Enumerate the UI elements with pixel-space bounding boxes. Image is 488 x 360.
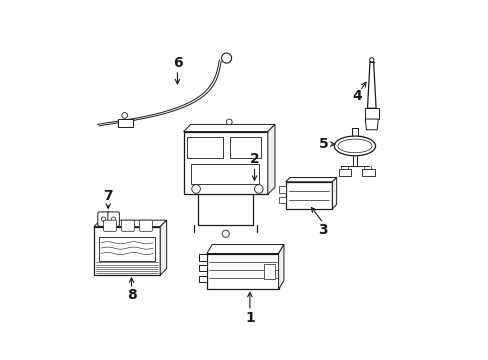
Polygon shape	[267, 125, 274, 194]
FancyBboxPatch shape	[103, 220, 116, 231]
Polygon shape	[94, 220, 166, 226]
Polygon shape	[332, 177, 336, 209]
Polygon shape	[183, 125, 274, 132]
Text: 4: 4	[352, 89, 362, 103]
FancyBboxPatch shape	[121, 220, 134, 231]
Bar	[187, 137, 223, 158]
Circle shape	[254, 185, 263, 193]
Circle shape	[226, 119, 232, 125]
Circle shape	[222, 230, 229, 237]
FancyBboxPatch shape	[108, 212, 119, 226]
Bar	[264, 264, 274, 279]
FancyBboxPatch shape	[98, 212, 109, 226]
Circle shape	[369, 58, 373, 62]
Bar	[199, 254, 206, 261]
Bar	[199, 265, 206, 271]
Text: 6: 6	[172, 56, 182, 70]
Bar	[199, 276, 206, 282]
Text: 3: 3	[318, 223, 327, 237]
Polygon shape	[206, 244, 284, 253]
Text: 2: 2	[249, 152, 259, 166]
Polygon shape	[278, 244, 284, 289]
Circle shape	[101, 217, 105, 221]
Circle shape	[191, 185, 200, 193]
Text: 8: 8	[126, 288, 136, 302]
Ellipse shape	[337, 139, 371, 153]
Text: 1: 1	[244, 311, 254, 325]
Bar	[118, 119, 132, 127]
Bar	[206, 253, 278, 289]
Circle shape	[221, 53, 231, 63]
Polygon shape	[160, 220, 166, 275]
FancyBboxPatch shape	[139, 220, 152, 231]
Bar	[362, 168, 374, 176]
Ellipse shape	[334, 136, 375, 156]
Polygon shape	[365, 119, 378, 130]
Polygon shape	[285, 177, 336, 182]
Bar	[279, 197, 285, 203]
Polygon shape	[367, 62, 375, 108]
Bar	[183, 132, 267, 194]
Bar	[94, 226, 160, 275]
Bar	[230, 137, 260, 158]
Circle shape	[122, 113, 127, 118]
Bar	[338, 168, 351, 176]
Bar	[279, 186, 285, 193]
Bar	[285, 182, 332, 209]
Text: 7: 7	[103, 189, 113, 203]
Bar	[190, 164, 258, 184]
Bar	[99, 237, 155, 261]
Circle shape	[111, 217, 116, 221]
Bar	[364, 108, 378, 119]
Text: 5: 5	[318, 137, 327, 151]
